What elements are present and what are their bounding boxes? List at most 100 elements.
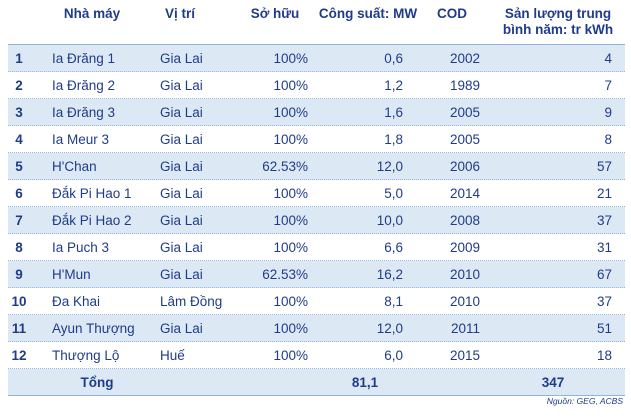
table-cell: Ia Đrăng 2 [52,78,116,93]
table-row [8,45,625,72]
table-row [8,72,625,99]
table-cell: 31 [596,240,612,255]
total-cell: 81,1 [351,375,379,390]
source-note: Nguồn: GEG, ACBS [546,396,623,406]
table-cell: Đắk Pi Hao 2 [52,213,132,228]
table-cell: 21 [596,186,612,201]
table-cell: Gia Lai [160,186,203,201]
table-cell: 1989 [449,78,480,93]
table-cell: 62.53% [262,159,308,174]
header-cell: Sở hữu [250,6,300,21]
total-cell: Tổng [80,375,114,390]
table-cell: 37 [596,213,612,228]
row-index: 10 [11,294,27,309]
table-cell: Đa Khai [52,294,101,309]
header-cell: Sản lượng trung bình năm: tr kWh [502,6,614,37]
row-index: 11 [11,321,27,336]
row-index: 12 [11,348,27,363]
table-cell: 62.53% [262,267,308,282]
table-cell: 100% [273,240,308,255]
table-cell: 100% [273,294,308,309]
table-cell: H'Chan [52,159,97,174]
table-cell: 2002 [449,51,480,66]
table-cell: 2009 [449,240,480,255]
table-cell: 2010 [449,294,480,309]
table-cell: 57 [596,159,612,174]
row-index: 3 [15,105,23,120]
row-index: 5 [15,159,23,174]
total-cell: 347 [541,375,565,390]
table-cell: 37 [596,294,612,309]
table-cell: 8 [604,132,612,147]
table-cell: 100% [273,51,308,66]
header-row [8,0,625,45]
table-row [8,234,625,261]
table-row [8,99,625,126]
table-cell: 2005 [449,105,480,120]
table-cell: 5,0 [384,186,403,201]
table-cell: Ia Meur 3 [52,132,110,147]
table-cell: 9 [604,105,612,120]
table-cell: 100% [273,213,308,228]
table-cell: 100% [273,132,308,147]
table-cell: Gia Lai [160,213,203,228]
row-index: 7 [15,213,23,228]
table-cell: 100% [273,105,308,120]
table-cell: Gia Lai [160,321,203,336]
table-cell: 4 [604,51,612,66]
table-cell: 2008 [449,213,480,228]
row-index: 8 [15,240,23,255]
table-cell: Ia Đrăng 3 [52,105,116,120]
table-cell: Gia Lai [160,51,203,66]
table-cell: 100% [273,348,308,363]
header-cell: Vị trí [164,6,195,21]
table-row [8,261,625,288]
table-cell: Lâm Đồng [160,294,223,309]
row-index: 1 [15,51,23,66]
table-cell: Gia Lai [160,132,203,147]
table-cell: 1,6 [384,105,403,120]
table-cell: 2006 [449,159,480,174]
table-cell: Đắk Pi Hao 1 [52,186,132,201]
table-cell: 8,1 [384,294,403,309]
table-cell: Ia Đrăng 1 [52,51,116,66]
table-cell: 1,2 [384,78,403,93]
table-cell: 2011 [450,321,480,336]
row-index: 2 [15,78,23,93]
table-row [8,207,625,234]
table-row [8,153,625,180]
table-cell: 2015 [449,348,480,363]
row-index: 9 [15,267,23,282]
table-cell: 10,0 [376,213,403,228]
table-cell: 12,0 [376,321,403,336]
table-cell: 51 [596,321,612,336]
table-cell: Gia Lai [160,240,203,255]
table-cell: 100% [273,321,308,336]
table-cell: 2014 [449,186,480,201]
table-cell: 12,0 [376,159,403,174]
table-cell: Huế [160,348,185,363]
table-cell: 18 [596,348,612,363]
table-row [8,180,625,207]
table-cell: 6,0 [384,348,403,363]
row-index: 4 [15,132,23,147]
table-row [8,126,625,153]
table-cell: Gia Lai [160,267,203,282]
table-cell: 16,2 [376,267,403,282]
table-cell: Ia Puch 3 [52,240,110,255]
header-cell: Công suất: MW [318,6,418,21]
table-cell: 2010 [449,267,480,282]
table-cell: Gia Lai [160,105,203,120]
table-cell: 67 [596,267,612,282]
table-cell: 7 [604,78,612,93]
row-index: 6 [15,186,23,201]
table-cell: Ayun Thượng [52,321,135,336]
table-cell: Gia Lai [160,78,203,93]
table-cell: 100% [273,186,308,201]
table-cell: 100% [273,78,308,93]
table-cell: H'Mun [52,267,91,282]
table-cell: 0,6 [384,51,403,66]
table-cell: Gia Lai [160,159,203,174]
table-row [8,315,625,342]
